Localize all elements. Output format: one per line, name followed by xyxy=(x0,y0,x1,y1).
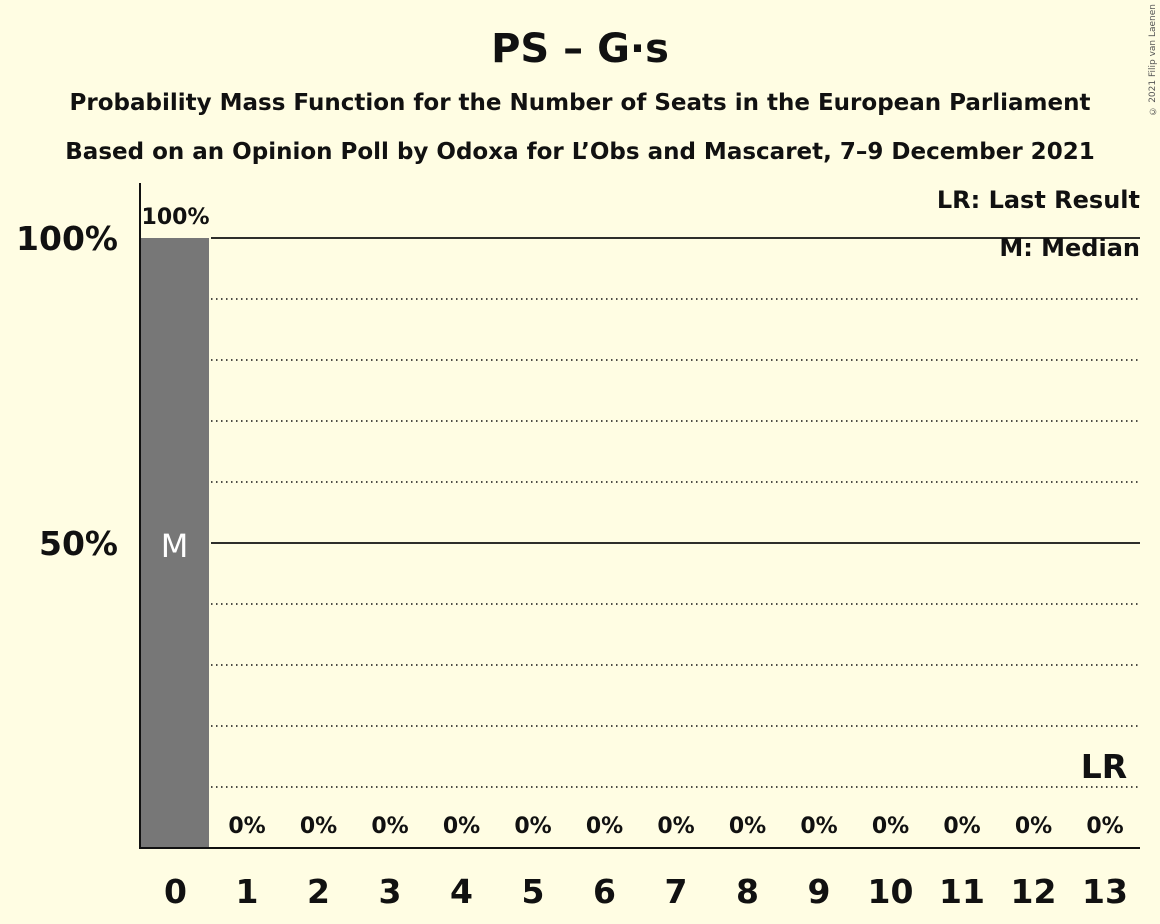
bar-value-label: 0% xyxy=(371,814,408,839)
bar-value-label: 0% xyxy=(1086,814,1123,839)
x-tick-label: 2 xyxy=(307,872,330,911)
x-tick-label: 10 xyxy=(868,872,914,911)
chart-title: PS – G·s xyxy=(491,26,669,72)
bar-value-label: 0% xyxy=(800,814,837,839)
bar-value-label: 0% xyxy=(729,814,766,839)
x-tick-label: 0 xyxy=(164,872,187,911)
bar-value-label: 0% xyxy=(872,814,909,839)
bar-value-label: 0% xyxy=(1015,814,1052,839)
chart-subtitle: Probability Mass Function for the Number… xyxy=(69,90,1091,116)
x-tick-label: 4 xyxy=(450,872,473,911)
bar-value-label: 0% xyxy=(657,814,694,839)
x-tick-label: 9 xyxy=(808,872,831,911)
x-tick-label: 13 xyxy=(1082,872,1128,911)
x-tick-label: 1 xyxy=(236,872,259,911)
x-tick-label: 8 xyxy=(736,872,759,911)
x-tick-label: 11 xyxy=(939,872,985,911)
bar-value-label: 0% xyxy=(443,814,480,839)
median-marker: M xyxy=(161,527,189,565)
x-tick-label: 5 xyxy=(522,872,545,911)
x-tick-label: 3 xyxy=(379,872,402,911)
x-tick-label: 6 xyxy=(593,872,616,911)
y-tick-label: 50% xyxy=(39,524,118,563)
bar-seat-0 xyxy=(140,238,209,848)
bar-value-label: 0% xyxy=(228,814,265,839)
bar-value-label: 0% xyxy=(943,814,980,839)
legend-last-result: LR: Last Result xyxy=(936,186,1140,214)
x-tick-label: 12 xyxy=(1011,872,1057,911)
bar-value-label: 0% xyxy=(514,814,551,839)
chart-subtitle-poll: Based on an Opinion Poll by Odoxa for L’… xyxy=(65,139,1095,165)
y-tick-label: 100% xyxy=(16,219,118,258)
last-result-marker: LR xyxy=(1081,747,1127,786)
bar-value-label: 0% xyxy=(586,814,623,839)
bar-value-label: 100% xyxy=(142,205,210,230)
x-tick-label: 7 xyxy=(665,872,688,911)
bar-value-label: 0% xyxy=(300,814,337,839)
